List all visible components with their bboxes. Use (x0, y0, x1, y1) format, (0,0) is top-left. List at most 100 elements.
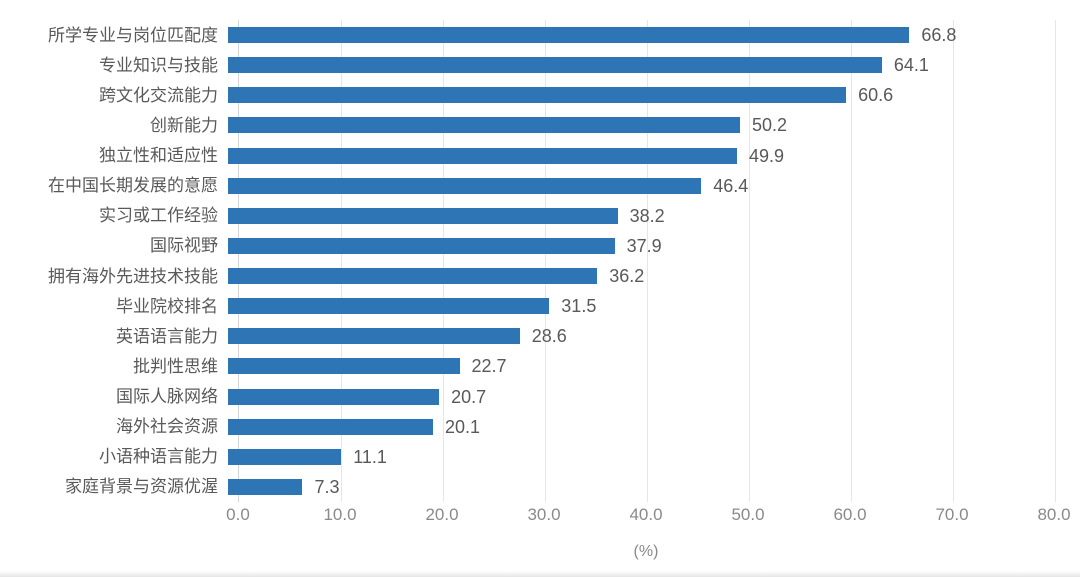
value-label: 20.7 (451, 386, 487, 407)
x-tick-label: 80.0 (1037, 505, 1071, 524)
value-label: 20.1 (445, 416, 481, 437)
value-label: 11.1 (353, 446, 387, 467)
x-tick-label: 0.0 (226, 505, 250, 524)
bar (228, 237, 615, 254)
bar-row: 家庭背景与资源优渥 7.3 (0, 472, 1080, 502)
value-label: 50.2 (752, 115, 788, 136)
x-tick-label: 60.0 (833, 505, 867, 524)
category-label: 在中国长期发展的意愿 (48, 176, 218, 196)
gridline (1055, 20, 1056, 502)
value-label: 28.6 (531, 326, 567, 347)
x-tick-label: 70.0 (935, 505, 969, 524)
gridline (851, 20, 852, 502)
x-axis: 0.0 10.0 20.0 30.0 40.0 50.0 60.0 70.0 80.0 (226, 505, 1070, 527)
category-label: 国际视野 (150, 236, 218, 256)
bar (228, 448, 342, 465)
bar-row: 独立性和适应性 49.9 (0, 141, 1080, 171)
value-label: 36.2 (609, 266, 645, 287)
value-label: 22.7 (471, 356, 507, 377)
bar (228, 117, 741, 134)
bar-track: 49.9 (228, 141, 1044, 171)
bar (228, 418, 434, 435)
bar-row: 国际视野 37.9 (0, 231, 1080, 261)
x-tick-label: 40.0 (629, 505, 663, 524)
x-axis-title: (%) (633, 543, 659, 560)
bar-row: 批判性思维 22.7 (0, 351, 1080, 381)
value-label: 64.1 (893, 55, 929, 76)
bar (228, 358, 460, 375)
bar-row: 海外社会资源 20.1 (0, 412, 1080, 442)
bar (228, 388, 440, 405)
bar-track: 60.6 (228, 80, 1044, 110)
category-label: 英语语言能力 (116, 326, 218, 346)
category-label: 拥有海外先进技术技能 (48, 266, 218, 286)
x-tick-label: 20.0 (425, 505, 459, 524)
bottom-shadow (0, 571, 1080, 577)
bar (228, 57, 882, 74)
bar-track: 28.6 (228, 321, 1044, 351)
bar-track: 11.1 (228, 442, 1044, 472)
bar-row: 创新能力 50.2 (0, 110, 1080, 140)
bar (228, 147, 737, 164)
category-label: 所学专业与岗位匹配度 (48, 25, 218, 45)
category-label: 独立性和适应性 (99, 146, 218, 166)
bar-track: 20.1 (228, 412, 1044, 442)
bar (228, 177, 702, 194)
bar (228, 27, 910, 44)
gridline (545, 20, 546, 502)
category-label: 批判性思维 (133, 356, 218, 376)
gridline (647, 20, 648, 502)
bar-row: 在中国长期发展的意愿 46.4 (0, 171, 1080, 201)
bar-track: 7.3 (228, 472, 1044, 502)
category-label: 国际人脉网络 (116, 387, 218, 407)
category-label: 创新能力 (150, 115, 218, 135)
bar-track: 37.9 (228, 231, 1044, 261)
gridline (341, 20, 342, 502)
category-label: 毕业院校排名 (116, 296, 218, 316)
bar-row: 所学专业与岗位匹配度 66.8 (0, 20, 1080, 50)
bar-row: 实习或工作经验 38.2 (0, 201, 1080, 231)
bar-track: 46.4 (228, 171, 1044, 201)
bar-track: 64.1 (228, 50, 1044, 80)
value-label: 46.4 (713, 175, 749, 196)
bar (228, 328, 520, 345)
bar-track: 20.7 (228, 382, 1044, 412)
category-label: 小语种语言能力 (99, 447, 218, 467)
bar-row: 拥有海外先进技术技能 36.2 (0, 261, 1080, 291)
category-label: 家庭背景与资源优渥 (65, 477, 218, 497)
x-tick-label: 10.0 (323, 505, 357, 524)
bar-row: 国际人脉网络 20.7 (0, 382, 1080, 412)
gridline (749, 20, 750, 502)
x-tick-label: 50.0 (731, 505, 765, 524)
bar-track: 31.5 (228, 291, 1044, 321)
bar (228, 298, 550, 315)
category-label: 专业知识与技能 (99, 55, 218, 75)
bar-row: 英语语言能力 28.6 (0, 321, 1080, 351)
bar-row: 专业知识与技能 64.1 (0, 50, 1080, 80)
bar-track: 36.2 (228, 261, 1044, 291)
bar-track: 38.2 (228, 201, 1044, 231)
gridline (443, 20, 444, 502)
bar-track: 22.7 (228, 351, 1044, 381)
chart-rows: 所学专业与岗位匹配度 66.8 专业知识与技能 64.1 跨文化交流能力 60.… (0, 20, 1080, 502)
value-label: 31.5 (561, 296, 597, 317)
category-label: 实习或工作经验 (99, 206, 218, 226)
chart-gridlines (238, 20, 1056, 502)
value-label: 7.3 (314, 476, 340, 497)
value-label: 66.8 (921, 25, 957, 46)
bar-row: 毕业院校排名 31.5 (0, 291, 1080, 321)
bar-row: 跨文化交流能力 60.6 (0, 80, 1080, 110)
bar-row: 小语种语言能力 11.1 (0, 442, 1080, 472)
value-label: 60.6 (858, 85, 894, 106)
bar (228, 207, 618, 224)
x-tick-label: 30.0 (527, 505, 561, 524)
bar-track: 66.8 (228, 20, 1044, 50)
bar (228, 87, 847, 104)
bar (228, 478, 303, 495)
gridline (953, 20, 954, 502)
bar-track: 50.2 (228, 110, 1044, 140)
category-label: 跨文化交流能力 (99, 85, 218, 105)
value-label: 38.2 (629, 205, 665, 226)
bar (228, 268, 598, 285)
